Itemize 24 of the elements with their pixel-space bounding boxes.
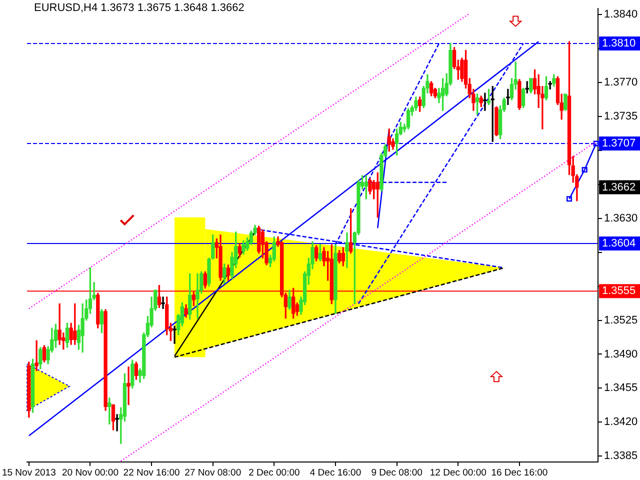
y-tick-label: 1.3455 (604, 382, 638, 394)
y-tick-label: 1.3385 (604, 450, 638, 462)
y-tick-label: 1.3735 (604, 110, 638, 122)
x-tick-label: 4 Dec 16:00 (310, 467, 362, 478)
x-tick-label: 15 Nov 2013 (2, 467, 56, 478)
y-tick-label: 1.3490 (604, 348, 638, 360)
chart-title: EURUSD,H4 1.3673 1.3675 1.3648 1.3662 (34, 2, 244, 14)
y-tick-label: 1.3420 (604, 416, 638, 428)
ref-line-label: 1.3810 (602, 38, 636, 50)
y-tick-label: 1.3525 (604, 314, 638, 326)
y-tick-label: 1.3630 (604, 212, 638, 224)
x-tick-label: 20 Nov 00:00 (62, 467, 118, 478)
ref-line-label: 1.3555 (602, 285, 636, 298)
x-tick-label: 9 Dec 08:00 (371, 467, 422, 478)
y-tick-label: 1.3770 (604, 76, 638, 88)
x-tick-label: 22 Nov 16:00 (123, 467, 180, 478)
x-tick-label: 12 Dec 00:00 (430, 467, 486, 478)
y-tick-label: 1.3840 (604, 8, 638, 20)
ref-line-label: 1.3707 (602, 138, 636, 150)
annotation: 1.3662 (602, 181, 636, 194)
x-tick-label: 27 Nov 08:00 (184, 467, 242, 478)
x-tick-label: 16 Dec 16:00 (491, 467, 548, 478)
x-tick-label: 2 Dec 00:00 (248, 467, 300, 478)
ref-line-label: 1.3604 (602, 238, 636, 250)
